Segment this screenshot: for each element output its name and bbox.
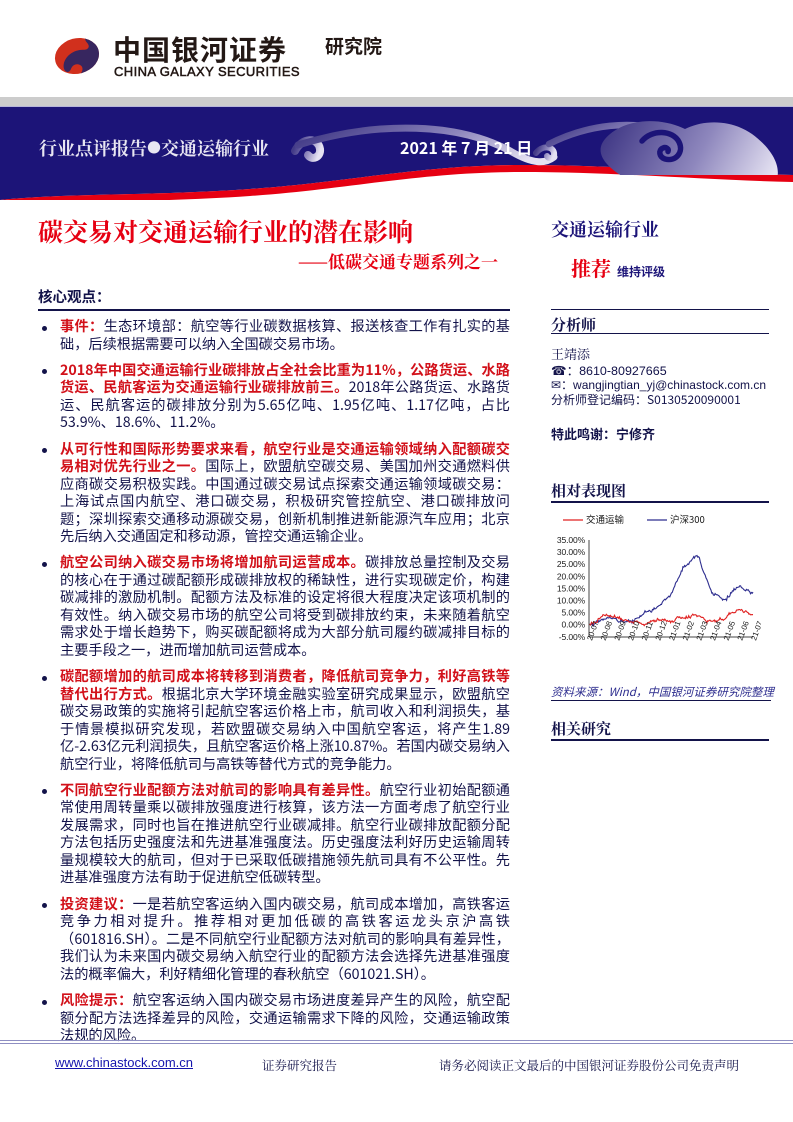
svg-text:5.00%: 5.00% [561,608,585,618]
svg-text:-5.00%: -5.00% [559,632,585,642]
svg-text:0.00%: 0.00% [561,620,585,630]
svg-text:30.00%: 30.00% [557,547,585,557]
svg-text:25.00%: 25.00% [557,559,585,569]
svg-text:35.00%: 35.00% [557,537,585,545]
svg-text:10.00%: 10.00% [557,596,585,606]
svg-text:15.00%: 15.00% [557,583,585,593]
svg-text:21-07: 21-07 [749,619,761,641]
svg-text:沪深300: 沪深300 [670,512,705,526]
svg-text:20.00%: 20.00% [557,571,585,581]
svg-text:交通运输: 交通运输 [586,512,625,526]
